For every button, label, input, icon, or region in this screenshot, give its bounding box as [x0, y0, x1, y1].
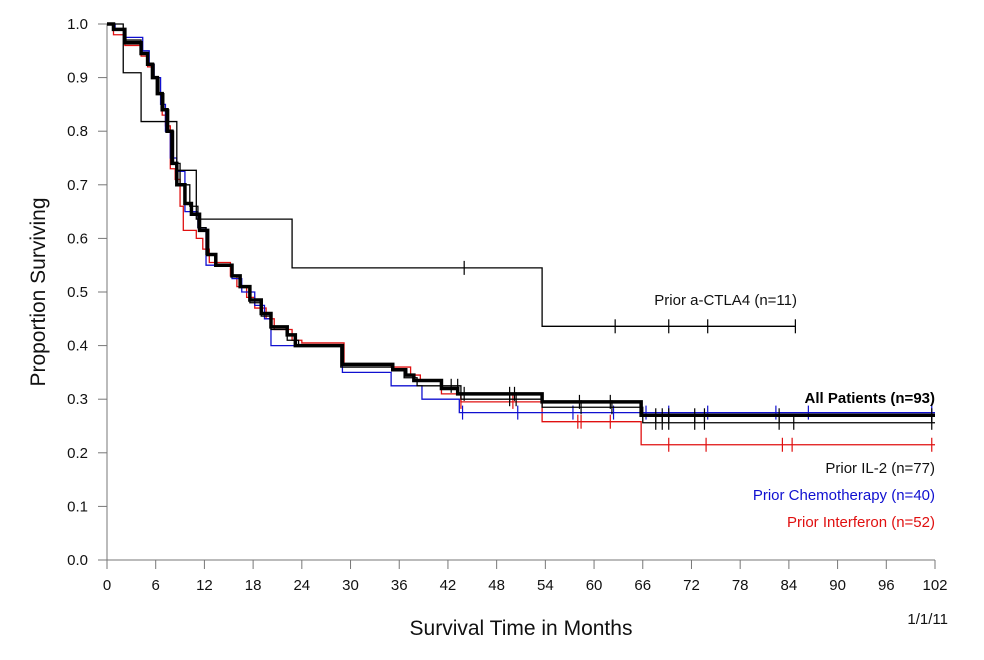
label-all-patients: All Patients (n=93)	[805, 390, 935, 407]
y-tick-label: 0.1	[67, 498, 88, 515]
x-tick-label: 12	[196, 577, 213, 594]
x-tick-label: 54	[537, 577, 554, 594]
curves	[107, 22, 935, 452]
x-tick-label: 6	[152, 577, 160, 594]
x-tick-label: 102	[922, 577, 947, 594]
series-prior-chemotherapy-n-40	[107, 23, 935, 420]
y-axis-title: Proportion Surviving	[27, 197, 50, 386]
y-tick-label: 0.8	[67, 123, 88, 140]
survival-curve	[107, 22, 935, 418]
x-tick-label: 42	[440, 577, 457, 594]
x-tick-label: 96	[878, 577, 895, 594]
x-tick-label: 84	[781, 577, 798, 594]
x-tick-label: 0	[103, 577, 111, 594]
survival-curve	[107, 23, 935, 424]
series-prior-il-2-n-77	[107, 23, 935, 430]
y-tick-label: 0.9	[67, 70, 88, 87]
x-tick-label: 36	[391, 577, 408, 594]
x-tick-label: 18	[245, 577, 262, 594]
x-axis-title: Survival Time in Months	[410, 617, 633, 640]
label-prior-il2: Prior IL-2 (n=77)	[825, 460, 935, 477]
y-tick-label: 0.5	[67, 284, 88, 301]
axes: 0.0 0.1 0.2 0.3 0.4 0.5 0.6 0.7 0.8 0.9 1.0 0 6 12 18…	[67, 16, 947, 594]
series-all-patients-n-93	[107, 22, 935, 423]
y-tick-label: 0.7	[67, 177, 88, 194]
y-ticks: 0.0 0.1 0.2 0.3 0.4 0.5 0.6 0.7 0.8 0.9 1.0	[67, 16, 107, 569]
y-tick-label: 1.0	[67, 16, 88, 33]
x-tick-label: 24	[293, 577, 310, 594]
x-tick-label: 78	[732, 577, 749, 594]
x-tick-label: 60	[586, 577, 603, 594]
y-tick-label: 0.2	[67, 445, 88, 462]
x-tick-label: 90	[829, 577, 846, 594]
x-ticks: 0 6 12 18 24 30 36 42 48 54 60 66 72 78 84 90 96 102	[103, 560, 948, 594]
survival-curve	[107, 23, 796, 327]
y-tick-label: 0.6	[67, 230, 88, 247]
y-tick-label: 0.3	[67, 391, 88, 408]
label-prior-ctla4: Prior a-CTLA4 (n=11)	[654, 292, 797, 309]
x-tick-label: 72	[683, 577, 700, 594]
x-tick-label: 48	[488, 577, 505, 594]
date-annotation: 1/1/11	[907, 611, 948, 628]
label-prior-interferon: Prior Interferon (n=52)	[787, 514, 935, 531]
x-tick-label: 30	[342, 577, 359, 594]
survival-curve	[107, 23, 935, 446]
y-tick-label: 0.4	[67, 338, 88, 355]
x-tick-label: 66	[634, 577, 651, 594]
label-prior-chemotherapy: Prior Chemotherapy (n=40)	[753, 487, 935, 504]
series-prior-interferon-n-52	[107, 23, 935, 452]
survival-curve	[107, 23, 935, 414]
y-tick-label: 0.0	[67, 552, 88, 569]
series-prior-a-ctla4-n-11	[107, 23, 796, 334]
